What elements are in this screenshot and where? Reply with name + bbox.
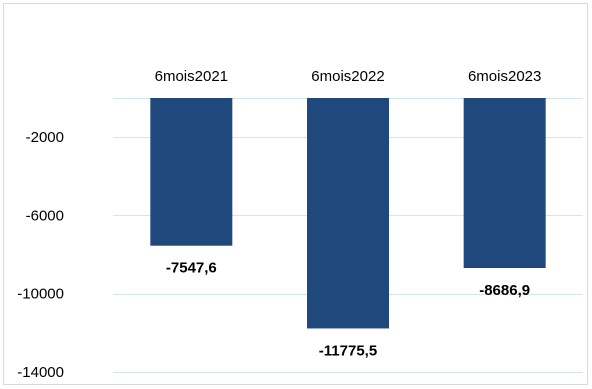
category-label: 6mois2023	[468, 68, 541, 85]
y-axis-ticks: -2000 -6000 -10000 -14000	[17, 129, 64, 381]
y-tick-label: -10000	[17, 286, 64, 303]
data-labels: -7547,6 -11775,5 -8686,9	[166, 260, 530, 360]
y-tick-label: -2000	[26, 129, 64, 146]
bar	[307, 98, 389, 329]
bars	[150, 98, 546, 329]
bar	[150, 98, 233, 246]
y-tick-label: -6000	[26, 207, 64, 224]
data-label: -11775,5	[319, 342, 377, 359]
bar	[463, 98, 546, 269]
y-tick-label: -14000	[17, 364, 64, 381]
data-label: -7547,6	[166, 260, 217, 277]
category-label: 6mois2022	[311, 68, 384, 85]
data-label: -8686,9	[479, 282, 530, 299]
category-labels: 6mois2021 6mois2022 6mois2023	[155, 68, 542, 85]
category-label: 6mois2021	[155, 68, 228, 85]
